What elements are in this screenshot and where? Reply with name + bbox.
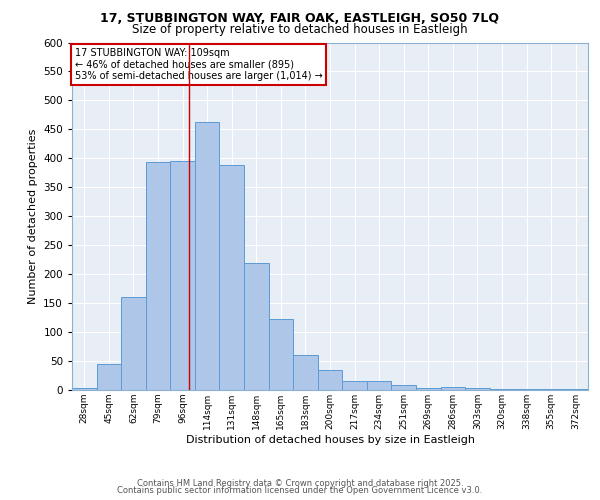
Bar [170, 161, 195, 390]
Bar [465, 388, 490, 390]
Bar [72, 388, 97, 390]
Bar [195, 122, 220, 390]
Bar [416, 388, 440, 390]
Bar [318, 370, 342, 390]
Text: Contains public sector information licensed under the Open Government Licence v3: Contains public sector information licen… [118, 486, 482, 495]
Bar [367, 382, 391, 390]
X-axis label: Distribution of detached houses by size in Eastleigh: Distribution of detached houses by size … [185, 434, 475, 444]
Bar [293, 355, 318, 390]
Bar [220, 166, 244, 390]
Bar [342, 382, 367, 390]
Bar [244, 262, 269, 390]
Text: Contains HM Land Registry data © Crown copyright and database right 2025.: Contains HM Land Registry data © Crown c… [137, 478, 463, 488]
Text: Size of property relative to detached houses in Eastleigh: Size of property relative to detached ho… [132, 22, 468, 36]
Text: 17 STUBBINGTON WAY: 109sqm
← 46% of detached houses are smaller (895)
53% of sem: 17 STUBBINGTON WAY: 109sqm ← 46% of deta… [74, 48, 322, 81]
Bar [146, 162, 170, 390]
Bar [121, 298, 146, 390]
Text: 17, STUBBINGTON WAY, FAIR OAK, EASTLEIGH, SO50 7LQ: 17, STUBBINGTON WAY, FAIR OAK, EASTLEIGH… [101, 12, 499, 26]
Bar [391, 386, 416, 390]
Y-axis label: Number of detached properties: Number of detached properties [28, 128, 38, 304]
Bar [269, 320, 293, 390]
Bar [440, 386, 465, 390]
Bar [97, 364, 121, 390]
